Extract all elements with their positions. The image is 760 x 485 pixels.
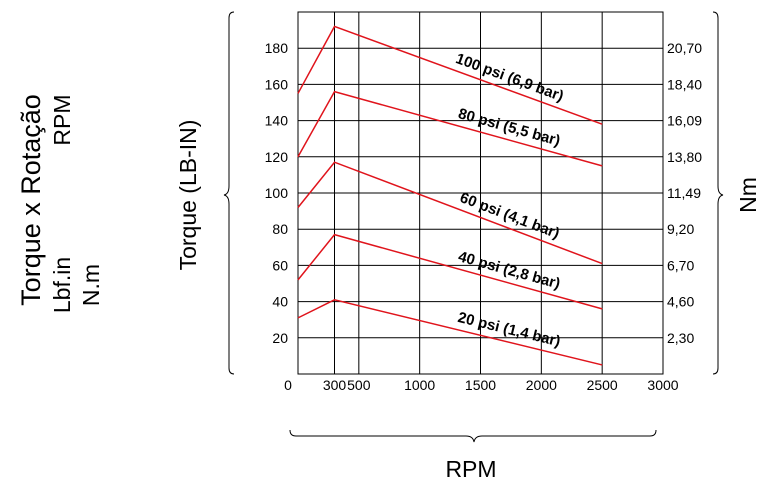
side-title-rpm: RPM [49,94,75,145]
left-brace [223,11,235,375]
y-ticks: 20 40 60 80 100 120 140 160 180 [265,40,289,346]
series-lines [297,25,603,366]
y-tick-label: 180 [265,40,289,56]
series-line [297,161,603,265]
y-tick-label: 120 [265,149,289,165]
series-labels: 100 psi (6,9 bar)80 psi (5,5 bar) 60 psi … [453,50,565,350]
x-tick-label: 500 [347,377,371,393]
x-tick-label: 2000 [526,377,557,393]
y-tick-label: 100 [265,185,289,201]
x-tick-label: 300 [323,377,347,393]
plot-border [297,11,664,375]
x-ticks: 0 300 500 1000 1500 2000 2500 3000 [284,377,679,393]
y2-tick-label: 20,70 [667,40,702,56]
y2-tick-label: 16,09 [667,113,702,129]
series-label: 40 psi (2,8 bar) [456,248,562,292]
series-line [297,90,603,167]
x-tick-label: 3000 [647,377,678,393]
y2-axis-title: Nm [735,177,760,213]
y-tick-label: 40 [272,294,288,310]
y-tick-label: 20 [272,330,288,346]
series-label: 60 psi (4,1 bar) [457,189,561,242]
plot-frame [297,11,664,375]
series-label: 80 psi (5,5 bar) [456,105,562,149]
side-title: Torque x Rotação Lbf.in RPM N.m [16,94,104,313]
side-title-nm: N.m [78,264,104,306]
series-line [297,298,603,366]
grid [298,12,663,374]
series-line [297,25,603,125]
x-axis-title: RPM [445,456,496,482]
y2-tick-label: 13,80 [667,149,702,165]
series-label: 20 psi (1,4 bar) [456,309,562,350]
series-line [297,233,603,310]
bottom-brace [289,429,657,443]
y-axis-title: Torque (LB-IN) [175,120,201,271]
side-title-line1: Torque x Rotação [16,94,46,306]
y2-tick-label: 2,30 [667,330,694,346]
y2-tick-label: 9,20 [667,221,694,237]
x-tick-label: 2500 [587,377,618,393]
side-title-lbfin: Lbf.in [49,257,75,313]
y-tick-label: 140 [265,113,289,129]
x-tick-label: 1500 [465,377,496,393]
y-tick-label: 80 [272,221,288,237]
right-brace [712,11,724,375]
y2-tick-label: 4,60 [667,294,694,310]
y2-ticks: 2,30 4,60 6,70 9,20 11,49 13,80 16,09 18,40 20,7… [667,40,702,346]
y-tick-label: 160 [265,76,289,92]
y2-tick-label: 6,70 [667,257,694,273]
y2-tick-label: 11,49 [667,185,701,201]
x-tick-label: 0 [284,377,292,393]
y2-tick-label: 18,40 [667,76,702,92]
series-label: 100 psi (6,9 bar) [453,50,565,105]
y-tick-label: 60 [272,257,288,273]
x-tick-label: 1000 [404,377,435,393]
